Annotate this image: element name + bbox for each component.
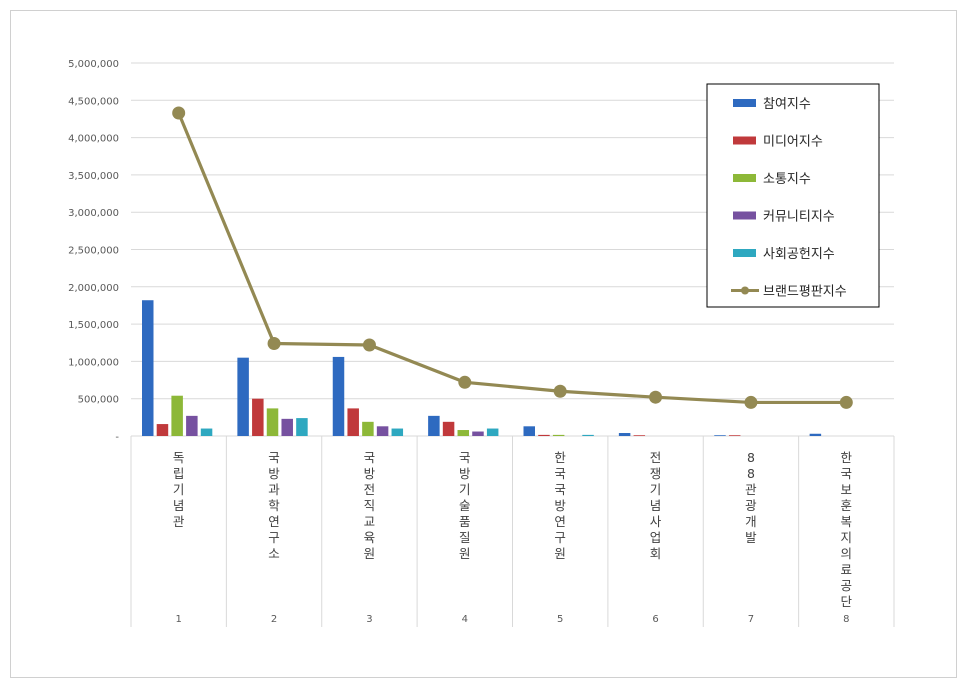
x-rank-label: 2 xyxy=(271,614,277,625)
legend-label: 미디어지수 xyxy=(763,135,823,150)
line-path xyxy=(177,112,847,405)
x-rank-label: 4 xyxy=(462,614,468,625)
legend-swatch xyxy=(733,211,756,220)
bar xyxy=(486,428,499,436)
legend-marker xyxy=(741,286,749,295)
bar xyxy=(442,421,455,436)
bar xyxy=(347,408,359,436)
legend-swatch xyxy=(733,136,756,145)
x-rank-label: 5 xyxy=(557,614,563,625)
y-tick-label: 2,500,000 xyxy=(68,246,119,257)
bar xyxy=(457,430,470,436)
x-rank-label: 8 xyxy=(843,614,849,625)
bar xyxy=(156,424,169,436)
y-tick-label: - xyxy=(115,432,119,443)
y-tick-label: 500,000 xyxy=(78,395,119,406)
y-tick-label: 4,000,000 xyxy=(68,134,119,145)
bar xyxy=(186,415,198,436)
line-point xyxy=(267,336,281,350)
x-axis: 독 립 기 념 관 1 국 방 과 학 연 구 소 2 국 방 전 직 교 육 원 3 국 방 기 술 품 질 원 4 한 국 국 방 연 구 원 5 전 쟁… xyxy=(130,436,895,627)
bar xyxy=(266,408,279,436)
bar xyxy=(237,357,249,436)
y-tick-label: 5,000,000 xyxy=(68,59,119,70)
bar xyxy=(281,418,293,436)
bar xyxy=(618,433,631,436)
x-rank-label: 1 xyxy=(176,614,182,625)
line-series xyxy=(172,106,853,409)
bar xyxy=(472,431,484,436)
bar xyxy=(142,300,154,436)
line-point xyxy=(553,384,567,398)
legend-swatch xyxy=(733,99,756,107)
x-rank-label: 3 xyxy=(366,614,372,625)
bar xyxy=(809,433,822,436)
y-tick-label: 3,000,000 xyxy=(68,208,119,219)
bar xyxy=(252,398,264,436)
y-tick-label: 3,500,000 xyxy=(68,171,119,182)
bar xyxy=(362,421,374,436)
y-tick-label: 2,000,000 xyxy=(68,283,119,294)
bar xyxy=(582,434,594,436)
y-axis: - 500,000 1,000,000 1,500,000 2,000,000 2,500… xyxy=(68,59,119,443)
bar xyxy=(714,435,726,436)
legend-label: 브랜드평판지수 xyxy=(763,285,847,300)
legend-swatch xyxy=(733,174,756,182)
legend-label: 커뮤니티지수 xyxy=(763,210,835,225)
bars xyxy=(142,300,822,436)
line-point xyxy=(362,338,376,352)
line-point xyxy=(649,390,663,404)
bar xyxy=(376,426,389,436)
bar xyxy=(523,426,535,436)
bar xyxy=(552,434,565,436)
line-point xyxy=(744,395,758,409)
y-tick-label: 4,500,000 xyxy=(68,96,119,107)
chart-frame: - 500,000 1,000,000 1,500,000 2,000,000 2,500… xyxy=(10,10,957,678)
x-rank-label: 6 xyxy=(652,614,658,625)
bar xyxy=(538,434,550,436)
chart: - 500,000 1,000,000 1,500,000 2,000,000 2,500… xyxy=(68,59,895,627)
legend-swatch xyxy=(733,249,756,257)
bar xyxy=(728,435,741,436)
line-point xyxy=(458,375,472,389)
bar xyxy=(296,418,308,436)
y-tick-label: 1,000,000 xyxy=(68,357,119,368)
x-rank-label: 7 xyxy=(748,614,754,625)
bar xyxy=(332,356,345,436)
legend-label: 소통지수 xyxy=(763,172,811,187)
legend-label: 참여지수 xyxy=(763,97,811,112)
legend-box xyxy=(706,83,880,308)
line-point xyxy=(839,395,853,409)
bar xyxy=(200,428,213,436)
bar xyxy=(633,435,646,436)
bar xyxy=(428,415,440,436)
bar xyxy=(391,428,404,436)
line-point xyxy=(172,106,186,120)
y-tick-label: 1,500,000 xyxy=(68,320,119,331)
bar xyxy=(171,395,183,436)
legend-label: 사회공헌지수 xyxy=(763,247,835,262)
